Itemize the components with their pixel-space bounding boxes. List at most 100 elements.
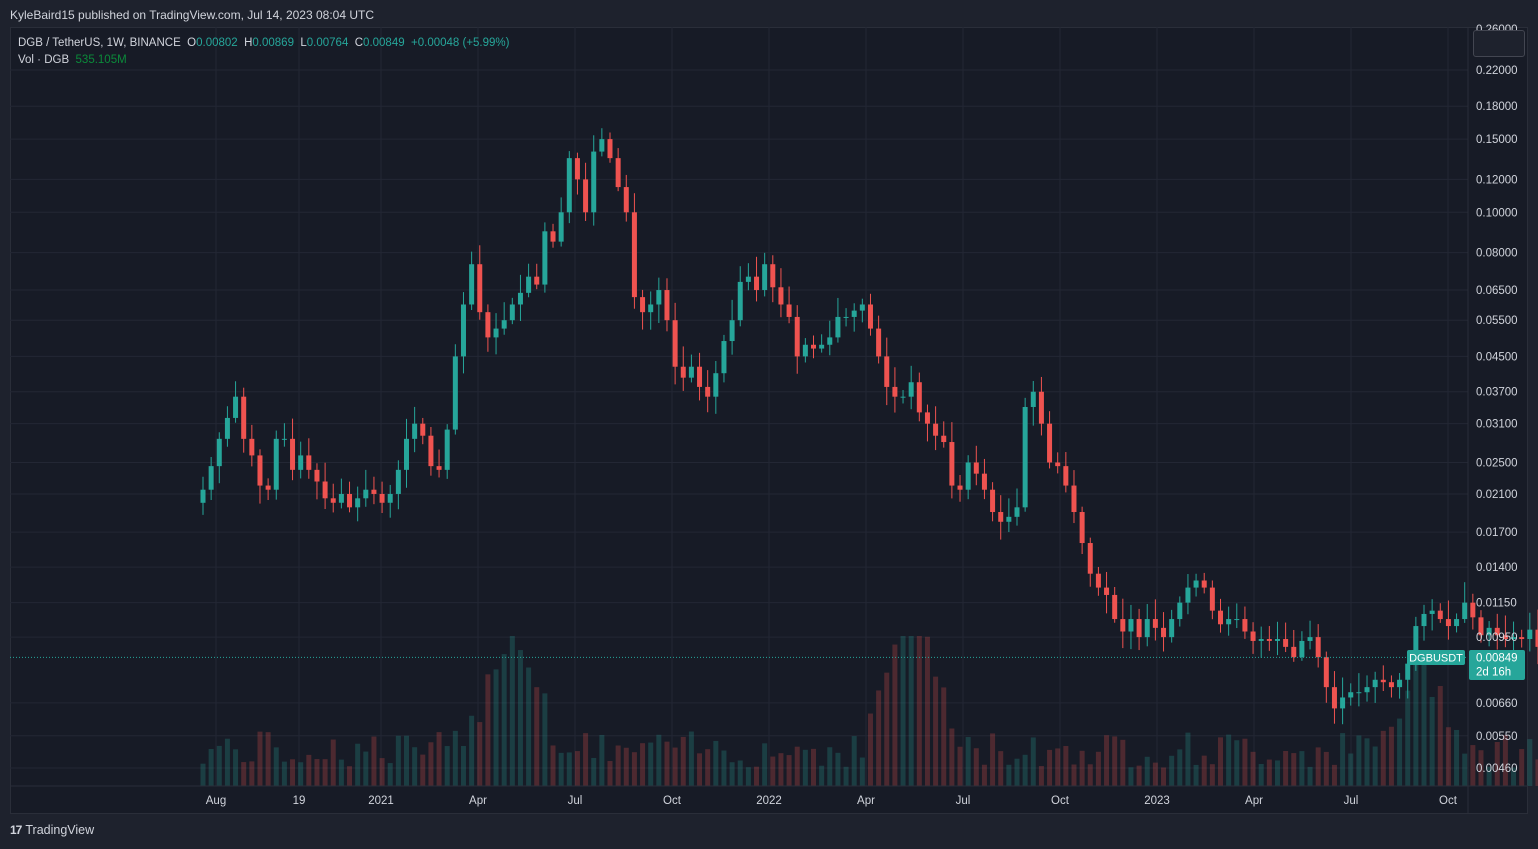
volume-bar [1071,764,1077,786]
x-tick-label: 2023 [1144,795,1170,807]
candle-body [1161,627,1167,638]
candle-body [1364,687,1370,693]
volume-bar [607,761,613,786]
candle-body [1283,639,1289,647]
volume-bar [1364,738,1370,786]
candle-body [517,292,523,305]
candle-body [1169,619,1175,638]
candle-body [363,489,369,499]
volume-bar [485,674,491,786]
volume-bar [1445,727,1451,786]
candle-body [827,337,833,345]
candle-body [1388,682,1394,688]
volume-bar [1087,764,1093,786]
candle-body [981,473,987,490]
candle-body [1372,679,1378,688]
volume-bar [859,757,865,786]
volume-bar [998,751,1004,786]
candle-body [1478,617,1484,636]
x-tick-label: Jul [956,795,971,807]
candle-body [998,512,1004,522]
volume-bar [599,734,605,786]
candle-body [1323,657,1329,688]
y-tick-label: 0.02500 [1476,457,1518,469]
candle-body [460,304,466,357]
candle-body [713,373,719,397]
volume-bar [233,749,239,786]
volume-bar [355,743,361,786]
candle-body [1128,619,1134,632]
volume-bar [851,736,857,786]
volume-bar [1462,753,1468,786]
candle-body [534,276,540,285]
volume-bar [1250,751,1256,786]
volume-bar [843,766,849,786]
volume-bar [265,732,271,786]
volume-bar [729,762,735,786]
candle-body [729,320,735,342]
volume-bar [762,743,768,786]
candle-body [770,264,776,288]
candle-body [1104,587,1110,595]
volume-bar [1454,729,1460,786]
legend-symbol[interactable]: DGB / TetherUS, 1W, BINANCE [18,37,181,49]
volume-bar [1397,718,1403,786]
scale-mode-button[interactable] [1473,30,1525,57]
chart-legend: DGB / TetherUS, 1W, BINANCE O0.00802 H0.… [18,35,509,69]
x-tick-label: Apr [857,795,875,807]
candle-body [1511,637,1517,640]
x-tick-label: Apr [1245,795,1263,807]
candle-body [656,290,662,305]
candle-body [1429,610,1435,614]
candle-body [1315,637,1321,658]
candle-body [485,312,491,338]
candle-body [1454,619,1460,627]
candle-body [754,276,760,291]
volume-bar [1063,746,1069,786]
candle-body [599,139,605,152]
volume-bar [754,766,760,786]
candle-body [281,438,287,440]
candle-body [933,423,939,436]
volume-bar [900,636,906,786]
tradingview-logo-text: TradingView [25,823,95,837]
legend-volume-label[interactable]: Vol · DGB [18,54,70,66]
volume-bar [1299,751,1305,786]
volume-bar [1429,696,1435,786]
candle-body [1519,637,1525,640]
x-tick-label: 2022 [756,795,782,807]
volume-bar [688,731,694,786]
volume-bar [615,745,621,786]
tradingview-logo[interactable]: 17 TradingView [10,823,94,837]
candle-body [721,341,727,374]
candle-body [558,212,564,242]
candle-body [583,179,589,213]
candle-body [1250,631,1256,641]
candle-body [216,438,222,467]
candle-body [745,276,751,282]
y-tick-label: 0.01150 [1476,598,1517,610]
volume-bar [957,746,963,786]
volume-bar [1095,751,1101,786]
volume-bar [1323,751,1329,786]
volume-bar [1470,745,1476,786]
candle-body [900,396,906,398]
candle-body [241,396,247,439]
volume-bar [1266,759,1272,786]
volume-bar [460,745,466,786]
candle-body [1055,462,1061,467]
volume-bar [949,728,955,786]
candle-body [591,151,597,213]
candle-body [1299,640,1305,658]
candle-body [1226,619,1232,625]
candle-body [1071,485,1077,513]
candle-body [802,344,808,357]
volume-bar [566,752,572,786]
candle-body [949,442,955,486]
candle-body [1494,627,1500,636]
candle-body [1527,629,1533,640]
candle-body [1112,594,1118,620]
time-axis-labels: Aug 19 2021 Apr Jul Oct 2022 Apr Jul Oct 2023 Apr Ju… [206,795,1458,807]
candle-body [965,462,971,490]
